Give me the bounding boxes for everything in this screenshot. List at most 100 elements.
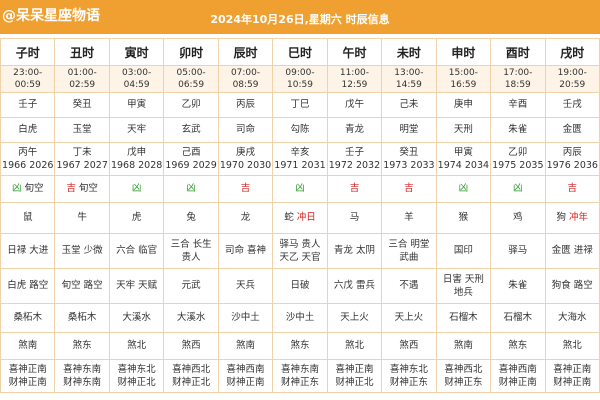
cell-text: 煞东 xyxy=(508,340,528,351)
cell-text: 煞南 xyxy=(18,340,38,351)
cell-text: 吉 xyxy=(404,183,414,194)
cell-text: 戊午 xyxy=(344,99,364,110)
cell-text: 1974 2034 xyxy=(437,159,490,171)
table-cell: 玉堂 少微 xyxy=(54,233,110,269)
table-cell: 喜神正南 财神正南 xyxy=(0,359,56,393)
cell-content: 石榴木 xyxy=(437,312,489,324)
cell-content: 甲寅 1974 2034 xyxy=(437,147,490,172)
cell-text: 大溪水 xyxy=(122,312,151,323)
cell-text: 喜神正南 xyxy=(553,363,592,375)
table-cell: 天上火 xyxy=(326,303,383,333)
cell-text: 财神正南 xyxy=(8,376,47,388)
table-cell: 凶 xyxy=(163,175,219,203)
cell-text: 天兵 xyxy=(236,280,256,291)
cell-text: 财神正北 xyxy=(117,376,156,388)
cell-content: 天牢 xyxy=(110,124,162,136)
table-cell: 天刑 xyxy=(435,117,492,143)
cell-content: 虎 xyxy=(110,212,162,224)
cell-text: 煞北 xyxy=(562,340,582,351)
table-cell: 勾陈 xyxy=(272,117,328,143)
cell-content: 23:00-00:59 xyxy=(2,67,54,91)
table-cell: 司命 xyxy=(217,117,274,143)
table-cell: 09:00-10:59 xyxy=(272,65,328,93)
cell-text: 凶 xyxy=(458,183,469,194)
cell-content: 猴 xyxy=(437,212,489,224)
cell-text: 财神正东 xyxy=(280,376,319,388)
table-cell: 日害 天刑 地兵 xyxy=(435,268,492,304)
cell-text: 喜神西北 xyxy=(444,363,483,375)
cell-content: 煞南 xyxy=(2,340,54,352)
cell-text: 乙卯 xyxy=(181,99,201,110)
cell-text: 天上火 xyxy=(340,312,369,323)
cell-text: 太阴 xyxy=(355,245,375,256)
cell-content: 青龙 太阴 xyxy=(328,245,380,257)
cell-text: 六戊 xyxy=(333,280,353,291)
table-cell: 丙午 1966 2026 xyxy=(0,142,56,176)
cell-content: 金匮 xyxy=(546,124,598,136)
cell-content: 天上火 xyxy=(383,312,435,324)
cell-text: 03:00-04:59 xyxy=(122,68,152,90)
cell-text: 临官 xyxy=(138,245,158,256)
cell-text: 1971 2031 xyxy=(274,159,326,171)
table-row: 喜神正南 财神正南 喜神东南 财神东南 喜神东北 财神正北 喜神西北 财神正北 喜神西南 财神正南… xyxy=(0,359,600,393)
table-cell: 牛 xyxy=(54,202,110,234)
cell-content: 庚申 xyxy=(437,99,489,111)
cell-text: 癸丑 xyxy=(399,146,419,158)
cell-text: 煞东 xyxy=(290,340,310,351)
cell-text: 庚戌 xyxy=(236,146,256,158)
table-cell: 喜神东北 财神正东 xyxy=(381,359,437,393)
cell-text: 日禄 xyxy=(7,245,27,256)
cell-text: 喜神西南 xyxy=(498,363,537,375)
cell-text: 戊申 xyxy=(127,146,147,158)
cell-text: 喜神正南 xyxy=(335,363,374,375)
table-cell: 丁未 1967 2027 xyxy=(54,142,110,176)
cell-text: 青龙 xyxy=(344,124,364,135)
cell-content: 11:00-12:59 xyxy=(328,67,380,91)
cell-content: 牛 xyxy=(56,212,108,224)
table-cell: 己酉 1969 2029 xyxy=(163,142,219,176)
cell-content: 日害 天刑 地兵 xyxy=(437,273,489,299)
cell-text: 蛇 xyxy=(284,212,294,223)
cell-content: 驿马 贵人 天乙 天官 xyxy=(274,238,326,264)
cell-content: 勾陈 xyxy=(274,124,326,136)
cell-text: 庚申 xyxy=(453,99,473,110)
cell-content: 喜神正南 财神正北 xyxy=(328,363,380,389)
cell-content: 玉堂 xyxy=(56,124,108,136)
cell-content: 03:00-04:59 xyxy=(110,67,162,91)
cell-text: 丙午 xyxy=(18,146,38,158)
table-cell: 01:00-02:59 xyxy=(54,65,110,93)
table-cell: 喜神西南 财神正南 xyxy=(217,359,274,393)
cell-text: 天刑 xyxy=(464,273,484,285)
cell-text: 凶 xyxy=(295,183,305,194)
table-cell: 凶 xyxy=(272,175,328,203)
cell-text: 鼠 xyxy=(22,212,33,223)
table-cell: 旬空 路空 xyxy=(54,268,110,304)
table-cell: 癸丑 1973 2033 xyxy=(381,142,437,176)
cell-content: 大溪水 xyxy=(165,312,217,324)
table-cell: 19:00-20:59 xyxy=(544,65,600,93)
table-cell: 六戊 雷兵 xyxy=(326,268,383,304)
table-cell: 大溪水 xyxy=(163,303,219,333)
cell-text: 1976 2036 xyxy=(546,159,598,171)
table-cell: 喜神西北 财神正北 xyxy=(163,359,219,393)
cell-content: 05:00-06:59 xyxy=(165,67,217,91)
table-cell: 07:00-08:59 xyxy=(217,65,274,93)
cell-text: 1970 2030 xyxy=(219,159,272,171)
cell-content: 驿马 xyxy=(492,245,544,257)
cell-text: 龙 xyxy=(240,212,251,223)
cell-text: 驿马 xyxy=(279,238,299,250)
table-row: 凶旬空吉旬空凶凶吉凶吉吉凶凶吉 xyxy=(0,175,600,203)
cell-text: 财神正北 xyxy=(335,376,374,388)
table-cell: 11:00-12:59 xyxy=(326,65,383,93)
cell-text: 05:00-06:59 xyxy=(176,68,206,90)
cell-text: 财神东南 xyxy=(63,376,102,388)
cell-text: 狗食 xyxy=(551,280,571,291)
cell-text: 国印 xyxy=(453,245,473,256)
table-cell: 丁巳 xyxy=(272,92,328,118)
cell-text: 财神正南 xyxy=(553,376,592,388)
cell-text: 己酉 xyxy=(181,146,201,158)
cell-content: 煞北 xyxy=(546,340,598,352)
cell-content: 煞南 xyxy=(437,340,489,352)
cell-text: 癸丑 xyxy=(72,99,92,110)
table-cell: 沙中土 xyxy=(217,303,274,333)
